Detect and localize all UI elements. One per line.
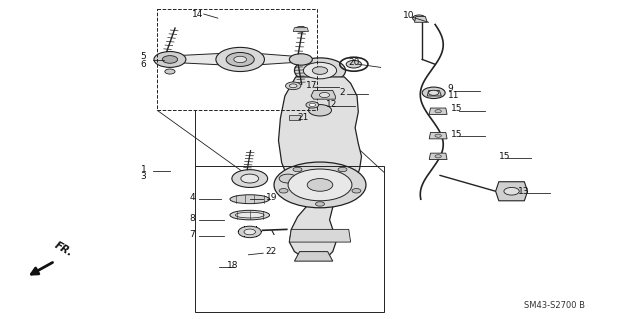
Text: 2: 2 (339, 88, 345, 97)
Text: 10: 10 (403, 11, 415, 20)
Polygon shape (293, 28, 308, 32)
Text: SM43-S2700 B: SM43-S2700 B (524, 301, 586, 310)
Bar (157, 9, 317, 110)
Circle shape (216, 48, 264, 71)
Circle shape (279, 174, 297, 183)
Circle shape (422, 87, 445, 99)
Circle shape (338, 167, 347, 172)
Text: 6: 6 (141, 60, 147, 69)
Ellipse shape (236, 212, 264, 218)
Circle shape (309, 103, 316, 107)
Text: 1: 1 (141, 165, 147, 174)
Circle shape (294, 58, 346, 83)
Ellipse shape (230, 195, 269, 204)
Polygon shape (495, 182, 527, 201)
Circle shape (303, 62, 337, 79)
Text: 13: 13 (518, 187, 529, 196)
Circle shape (504, 188, 519, 195)
Circle shape (165, 69, 175, 74)
Circle shape (234, 56, 246, 63)
Circle shape (295, 26, 307, 32)
Text: 5: 5 (141, 52, 147, 61)
Circle shape (312, 67, 328, 74)
Text: 8: 8 (189, 214, 195, 223)
Polygon shape (278, 77, 362, 258)
Circle shape (241, 174, 259, 183)
Text: 22: 22 (266, 247, 277, 256)
Text: 7: 7 (189, 230, 195, 239)
Circle shape (232, 170, 268, 188)
Text: 17: 17 (306, 81, 317, 90)
Circle shape (429, 90, 439, 95)
Text: 9: 9 (448, 85, 454, 93)
Circle shape (163, 56, 177, 63)
Text: 19: 19 (266, 193, 277, 202)
Circle shape (413, 15, 426, 21)
Text: 15: 15 (499, 152, 510, 161)
Circle shape (435, 110, 442, 113)
Polygon shape (289, 229, 351, 242)
Polygon shape (415, 17, 428, 22)
Text: 15: 15 (451, 104, 463, 113)
Circle shape (306, 102, 319, 108)
Circle shape (307, 179, 333, 191)
Polygon shape (428, 91, 442, 96)
Polygon shape (294, 252, 333, 261)
Circle shape (293, 167, 302, 172)
Circle shape (346, 60, 362, 68)
Text: 3: 3 (141, 173, 147, 182)
Circle shape (244, 229, 255, 235)
Polygon shape (429, 108, 447, 115)
Circle shape (435, 155, 442, 158)
Circle shape (289, 84, 297, 88)
Polygon shape (429, 132, 447, 139)
Ellipse shape (230, 210, 269, 220)
Polygon shape (429, 153, 447, 160)
Text: 20: 20 (349, 58, 360, 67)
Circle shape (279, 189, 288, 193)
Polygon shape (311, 91, 335, 99)
Circle shape (274, 162, 366, 208)
Text: 18: 18 (227, 261, 239, 271)
Text: 21: 21 (298, 113, 309, 122)
Text: FR.: FR. (53, 240, 75, 258)
Circle shape (154, 51, 186, 67)
Circle shape (435, 134, 442, 137)
Circle shape (352, 189, 361, 193)
Text: 15: 15 (451, 130, 463, 138)
Polygon shape (176, 53, 301, 65)
Text: 12: 12 (326, 100, 338, 109)
Circle shape (289, 54, 312, 65)
Text: 14: 14 (192, 10, 204, 19)
Circle shape (288, 169, 352, 201)
Circle shape (316, 202, 324, 206)
Text: 11: 11 (448, 92, 460, 100)
Circle shape (226, 52, 254, 66)
Circle shape (308, 105, 332, 116)
Circle shape (285, 82, 301, 90)
Circle shape (238, 226, 261, 238)
Polygon shape (289, 115, 300, 120)
Bar (195, 166, 384, 312)
Circle shape (319, 93, 330, 98)
Text: 4: 4 (189, 193, 195, 202)
